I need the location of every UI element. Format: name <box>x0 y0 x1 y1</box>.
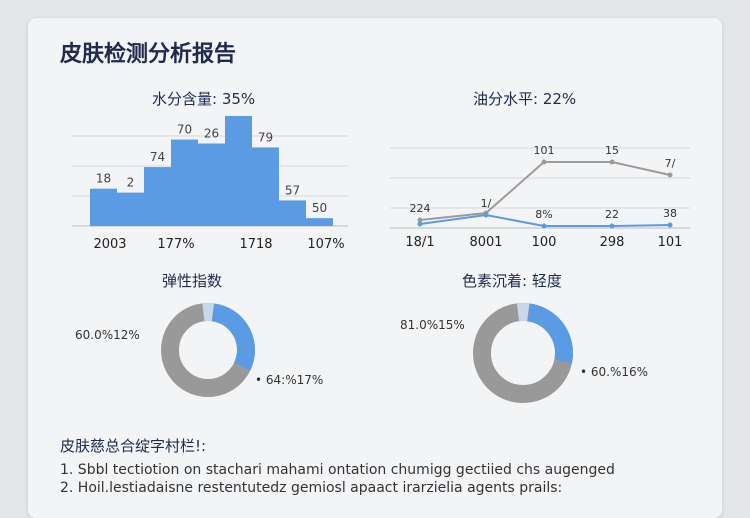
water-bar-label: 70 <box>177 123 192 137</box>
water-bar <box>279 200 306 226</box>
oil-blue-point <box>609 223 615 229</box>
elasticity-label: 弹性指数 <box>162 272 223 290</box>
oil-blue-label: 22 <box>605 208 619 221</box>
water-bar <box>117 192 144 226</box>
water-bar <box>90 188 117 226</box>
water-bar <box>144 167 171 226</box>
oil-blue-label: 1/ <box>481 197 492 210</box>
water-x-label: 107% <box>307 237 344 252</box>
water-bar-label: 57 <box>285 183 300 197</box>
oil-x-label: 101 <box>658 235 683 250</box>
oil-blue-label: 8% <box>535 208 552 221</box>
elasticity-donut <box>161 303 255 397</box>
oil-gray-point <box>417 217 423 223</box>
oil-gray-label: 15 <box>605 144 619 157</box>
report-card <box>28 18 722 518</box>
oil-gray-point <box>667 172 673 178</box>
water-bar <box>171 139 198 226</box>
water-bar <box>198 143 225 226</box>
pigment-label: 色素沉着: 轻度 <box>462 272 562 290</box>
note-item-2: 2. Hoil.lestiadaisne restentutedz gemios… <box>60 480 563 496</box>
water-bar-label: 26 <box>204 127 219 141</box>
oil-line-chart: 224 101 15 7/1/8% 22 38 18/1 8001 100 298 101 <box>390 144 690 250</box>
water-bar-label: 74 <box>150 150 165 164</box>
water-bar <box>252 147 279 226</box>
water-bar <box>306 218 333 226</box>
oil-x-label: 298 <box>600 235 625 250</box>
note-item-1: 1. Sbbl tectiotion on stachari mahami on… <box>60 462 615 478</box>
oil-x-label: 18/1 <box>405 235 434 250</box>
pigment-donut <box>473 303 573 403</box>
water-x-label: 1718 <box>239 237 272 252</box>
water-bar-label: 79 <box>258 130 273 144</box>
water-label: 水分含量: 35% <box>152 90 256 108</box>
oil-blue-label: 38 <box>663 207 677 220</box>
oil-blue-point <box>483 212 489 218</box>
oil-gray-label: 7/ <box>665 157 676 170</box>
water-bar-label: 2 <box>127 176 135 190</box>
oil-blue-point <box>667 222 673 228</box>
water-x-label: 2003 <box>93 237 126 252</box>
water-bar-chart: 18 2 74 70 26 79 57 50 2003 177% 1718 107% <box>72 116 348 252</box>
pigment-left-label: 81.0%15% <box>400 318 465 332</box>
oil-gray-point <box>609 159 615 165</box>
elasticity-right-label: • 64:%17% <box>255 373 324 387</box>
oil-label: 油分水平: 22% <box>473 90 577 108</box>
oil-gray-point <box>541 159 547 165</box>
oil-x-label: 100 <box>532 235 557 250</box>
elasticity-left-label: 60.0%12% <box>75 328 140 342</box>
notes-title: 皮肤慈总合绽字村栏!: <box>60 437 207 455</box>
water-x-label: 177% <box>157 237 194 252</box>
water-bar-label: 18 <box>96 172 111 186</box>
oil-blue-point <box>541 223 547 229</box>
water-bar <box>225 116 252 226</box>
oil-gray-label: 224 <box>410 202 431 215</box>
oil-x-label: 8001 <box>469 235 502 250</box>
pigment-highlight-segment <box>473 303 573 403</box>
pigment-right-label: • 60.%16% <box>580 365 649 379</box>
oil-blue-point <box>417 221 423 227</box>
water-bar-label: 50 <box>312 201 327 215</box>
oil-gray-label: 101 <box>534 144 555 157</box>
report-title: 皮肤检测分析报告 <box>60 42 237 67</box>
